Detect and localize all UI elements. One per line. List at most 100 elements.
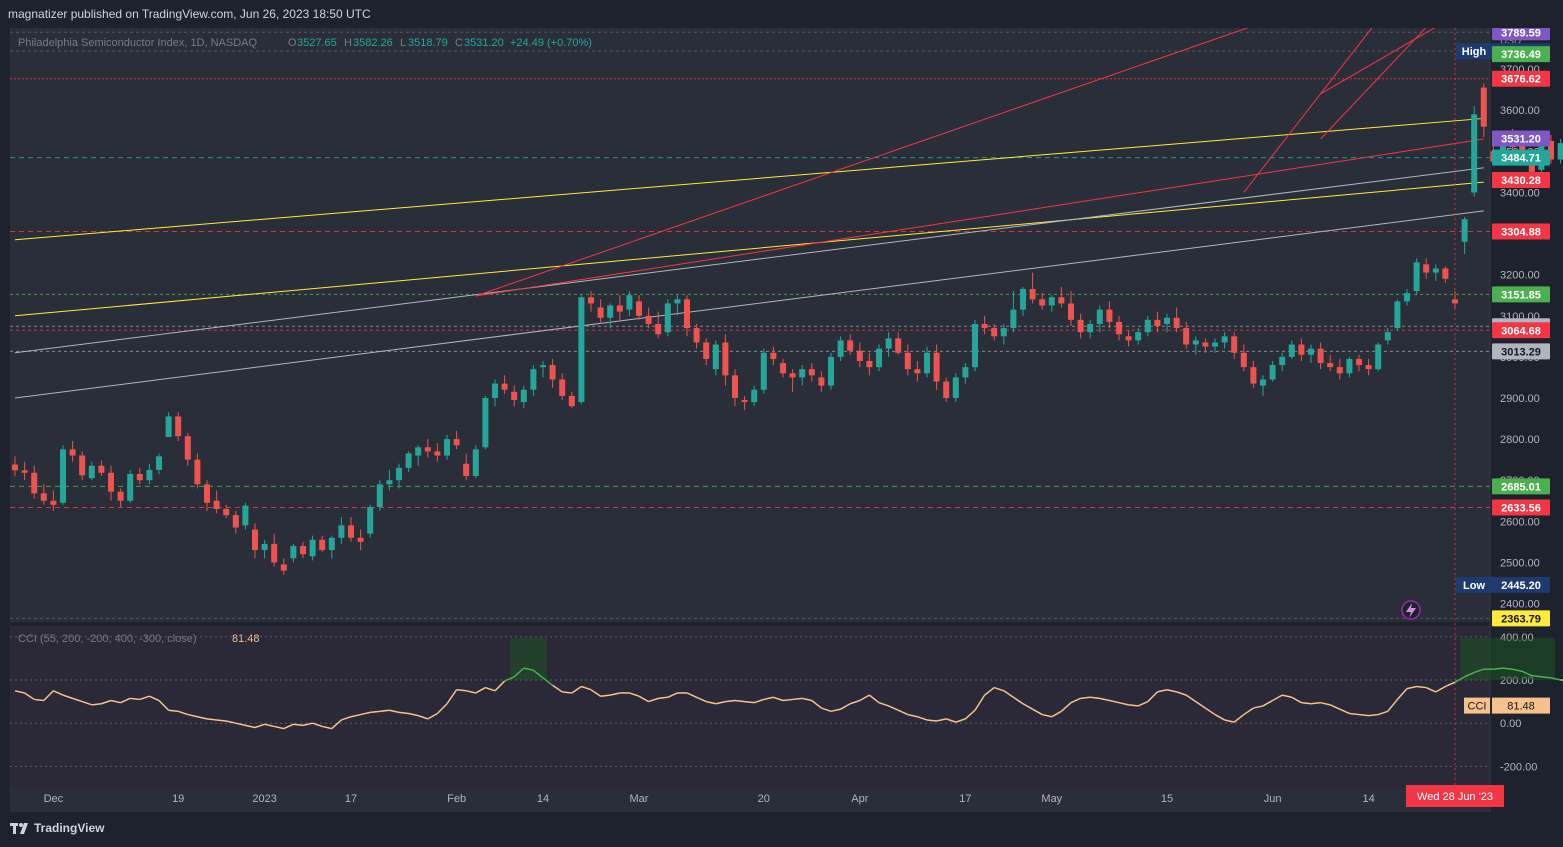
candle-down[interactable] bbox=[194, 459, 201, 485]
candle-up[interactable] bbox=[482, 397, 489, 448]
candle-down[interactable] bbox=[98, 465, 105, 473]
candle-down[interactable] bbox=[223, 508, 230, 516]
candle-down[interactable] bbox=[1365, 365, 1372, 370]
candle-up[interactable] bbox=[367, 506, 374, 534]
candle-down[interactable] bbox=[866, 360, 873, 368]
candle-down[interactable] bbox=[1125, 336, 1132, 341]
candle-down[interactable] bbox=[184, 436, 191, 460]
candle-down[interactable] bbox=[348, 525, 354, 538]
candle-up[interactable] bbox=[1221, 336, 1228, 343]
candle-up[interactable] bbox=[1557, 143, 1563, 160]
candle-up[interactable] bbox=[415, 447, 422, 456]
candle-down[interactable] bbox=[108, 472, 114, 492]
candle-down[interactable] bbox=[943, 381, 950, 398]
candle-up[interactable] bbox=[444, 439, 450, 456]
candle-up[interactable] bbox=[328, 537, 335, 551]
candle-down[interactable] bbox=[914, 369, 921, 374]
candle-up[interactable] bbox=[1135, 332, 1142, 341]
chart-area[interactable]: 2400.002500.002600.002700.002800.002900.… bbox=[10, 24, 1563, 812]
candle-up[interactable] bbox=[712, 344, 719, 370]
candle-up[interactable] bbox=[1471, 114, 1478, 193]
candle-down[interactable] bbox=[895, 338, 902, 353]
candle-down[interactable] bbox=[1250, 367, 1257, 384]
candle-down[interactable] bbox=[904, 352, 911, 370]
candle-up[interactable] bbox=[1048, 297, 1055, 306]
trend-line[interactable] bbox=[475, 138, 1484, 297]
candle-down[interactable] bbox=[856, 350, 863, 361]
candle-down[interactable] bbox=[319, 539, 326, 551]
trend-line[interactable] bbox=[14, 167, 1484, 354]
candle-down[interactable] bbox=[1519, 143, 1526, 156]
candle-down[interactable] bbox=[434, 451, 441, 456]
candle-down[interactable] bbox=[175, 416, 182, 437]
candle-up[interactable] bbox=[376, 484, 383, 507]
candle-up[interactable] bbox=[1432, 268, 1439, 273]
candle-up[interactable] bbox=[1000, 328, 1007, 337]
candle-down[interactable] bbox=[453, 439, 460, 446]
candle-down[interactable] bbox=[357, 537, 364, 542]
candle-up[interactable] bbox=[530, 369, 537, 390]
candle-down[interactable] bbox=[789, 373, 796, 378]
candle-up[interactable] bbox=[837, 340, 844, 357]
candle-down[interactable] bbox=[981, 323, 988, 329]
candle-down[interactable] bbox=[1480, 87, 1487, 127]
candle-down[interactable] bbox=[271, 543, 278, 563]
candle-down[interactable] bbox=[1317, 348, 1324, 364]
candle-down[interactable] bbox=[818, 377, 825, 386]
candle-up[interactable] bbox=[1500, 134, 1506, 162]
candle-down[interactable] bbox=[40, 493, 47, 501]
candle-down[interactable] bbox=[1356, 358, 1362, 366]
candle-down[interactable] bbox=[136, 474, 143, 481]
candle-down[interactable] bbox=[684, 299, 690, 329]
candle-up[interactable] bbox=[972, 323, 978, 368]
candle-up[interactable] bbox=[88, 465, 95, 479]
candle-down[interactable] bbox=[933, 352, 940, 382]
candle-down[interactable] bbox=[1298, 344, 1305, 355]
candle-up[interactable] bbox=[876, 348, 882, 368]
trend-line[interactable] bbox=[1243, 28, 1484, 193]
candle-down[interactable] bbox=[1231, 336, 1238, 353]
candle-up[interactable] bbox=[290, 545, 297, 559]
candle-down[interactable] bbox=[21, 470, 28, 473]
candle-down[interactable] bbox=[636, 301, 642, 316]
candle-down[interactable] bbox=[79, 455, 86, 476]
candle-down[interactable] bbox=[568, 395, 575, 407]
candle-down[interactable] bbox=[1442, 268, 1449, 279]
candle-down[interactable] bbox=[1173, 317, 1180, 329]
candle-up[interactable] bbox=[1260, 379, 1266, 386]
candle-up[interactable] bbox=[396, 467, 402, 481]
candle-down[interactable] bbox=[1039, 299, 1046, 306]
candle-up[interactable] bbox=[1394, 301, 1401, 329]
candle-down[interactable] bbox=[1423, 264, 1430, 273]
candle-up[interactable] bbox=[540, 365, 546, 368]
candle-up[interactable] bbox=[1404, 293, 1410, 302]
candle-up[interactable] bbox=[492, 383, 498, 398]
candle-up[interactable] bbox=[165, 416, 172, 438]
candle-up[interactable] bbox=[1288, 344, 1295, 357]
candle-up[interactable] bbox=[386, 480, 393, 485]
candle-down[interactable] bbox=[213, 500, 220, 509]
candle-up[interactable] bbox=[261, 543, 268, 551]
candle-up[interactable] bbox=[309, 539, 316, 557]
candle-down[interactable] bbox=[741, 400, 748, 403]
candle-up[interactable] bbox=[242, 505, 249, 526]
candle-down[interactable] bbox=[12, 464, 18, 471]
candle-up[interactable] bbox=[472, 449, 479, 477]
candle-up[interactable] bbox=[664, 303, 671, 333]
candle-down[interactable] bbox=[1106, 309, 1113, 322]
candle-up[interactable] bbox=[1164, 317, 1170, 324]
candle-up[interactable] bbox=[607, 305, 614, 318]
candle-down[interactable] bbox=[1240, 352, 1247, 368]
pane-separator[interactable] bbox=[10, 622, 1490, 626]
candle-down[interactable] bbox=[1183, 328, 1190, 345]
candle-down[interactable] bbox=[722, 342, 729, 376]
candle-up[interactable] bbox=[626, 295, 633, 310]
candle-up[interactable] bbox=[1413, 262, 1420, 292]
candle-up[interactable] bbox=[674, 299, 681, 304]
candle-up[interactable] bbox=[1375, 344, 1382, 370]
candle-down[interactable] bbox=[1548, 141, 1554, 160]
candle-down[interactable] bbox=[808, 369, 815, 376]
candle-up[interactable] bbox=[1279, 356, 1286, 366]
candle-up[interactable] bbox=[751, 389, 758, 403]
trend-line[interactable] bbox=[14, 210, 1484, 399]
